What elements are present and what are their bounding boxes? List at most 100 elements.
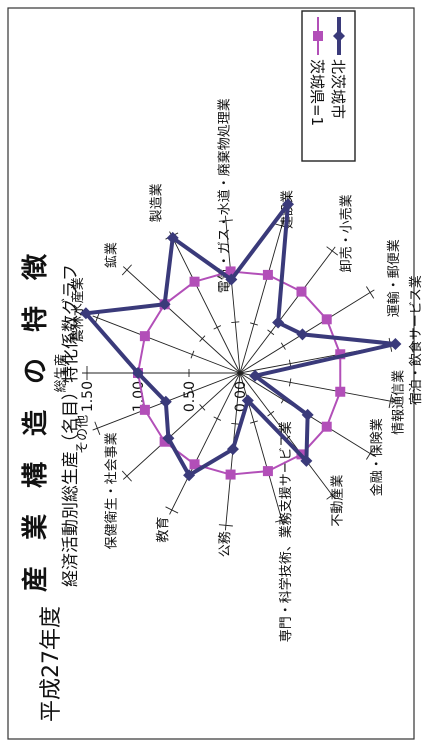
axis-line	[239, 372, 396, 403]
axis-tick	[190, 387, 195, 396]
series-2-point	[335, 349, 346, 360]
series-2-point	[335, 386, 346, 397]
axis-tick	[231, 321, 240, 324]
category-label: 専門・科学技術、業務支援サービス業	[278, 421, 294, 642]
axis-tick	[288, 378, 292, 387]
axis-line	[239, 289, 375, 374]
axis-line	[239, 372, 336, 500]
axis-tick	[366, 447, 375, 460]
axis-line	[224, 215, 241, 374]
category-label: 公務	[218, 531, 233, 557]
radar-category-labels: 総生産農林水産業鉱業製造業電気・ガス・水道・廃棄物処理業建設業卸売・小売業運輸・…	[53, 98, 422, 642]
series-2-point	[159, 436, 170, 447]
axis-tick	[121, 264, 132, 276]
axis-tick	[267, 329, 275, 336]
series-1-point	[166, 231, 179, 244]
category-label: 情報通信業	[390, 370, 406, 435]
axis-tick-label: 0.50	[182, 381, 198, 412]
chart-subtitle: 経済活動別総生産（名目）特化係数グラフ	[61, 264, 81, 587]
series-1-point	[132, 367, 144, 379]
series-1-point	[389, 337, 402, 350]
series-2-point	[262, 269, 273, 280]
axis-tick	[218, 524, 233, 527]
category-label: 農林水産業	[70, 277, 86, 342]
legend-marker-series-2-point	[313, 31, 323, 41]
axis-line	[169, 231, 241, 374]
legend-marker-series-1-point	[333, 30, 345, 42]
axis-tick	[213, 416, 222, 421]
axis-tick	[190, 350, 195, 359]
series-1-point	[249, 369, 262, 382]
outer-frame	[7, 7, 415, 740]
category-label: 鉱業	[104, 242, 120, 268]
category-label: 宿泊・飲食サービス業	[408, 275, 422, 405]
series-line-1	[83, 202, 398, 478]
radar-series	[79, 198, 402, 482]
series-2-point	[139, 404, 150, 415]
axis-line	[169, 372, 241, 515]
series-2-point	[189, 459, 200, 470]
series-1-point	[158, 298, 171, 311]
axis-tick	[213, 325, 222, 330]
axis-line	[122, 372, 241, 480]
axis-tick	[280, 342, 286, 350]
series-1-point	[241, 394, 254, 407]
series-1-point	[183, 469, 196, 482]
axis-tick-label: 1.50	[80, 381, 96, 412]
series-2-point	[139, 331, 150, 342]
legend: 北茨城市 茨城県=1	[301, 10, 356, 162]
axis-tick	[199, 335, 206, 342]
series-2-point	[262, 466, 273, 477]
series-1-point	[226, 443, 239, 456]
series-1-point	[272, 316, 285, 329]
category-label: 総生産	[53, 353, 69, 392]
axis-tick	[94, 421, 101, 435]
era-label: 平成27年度	[39, 606, 64, 722]
category-label: 金融・保険業	[369, 418, 385, 496]
series-1-point	[301, 408, 314, 421]
series-2-point	[321, 314, 332, 325]
legend-label-series-1: 北茨城市	[329, 59, 347, 119]
axis-tick	[326, 490, 339, 500]
axis-tick	[326, 246, 339, 256]
axis-tick	[165, 506, 179, 514]
axis-tick	[249, 420, 258, 424]
axis-line	[122, 266, 241, 374]
category-label: 教育	[155, 517, 171, 543]
legend-label-series-2: 茨城県=1	[308, 59, 326, 126]
chart-title: 産 業 構 造 の 特 徴	[20, 253, 51, 592]
axis-tick	[199, 404, 206, 411]
axis-line	[239, 246, 336, 374]
category-label: 電気・ガス・水道・廃棄物処理業	[217, 98, 233, 293]
category-label: 保健衛生・社会事業	[104, 432, 120, 549]
axis-tick	[366, 286, 375, 299]
series-2-point	[225, 469, 236, 480]
series-1-point	[296, 328, 309, 341]
series-2-point	[296, 286, 307, 297]
axis-tick	[388, 394, 393, 409]
axis-tick	[249, 322, 258, 326]
axis-tick	[267, 410, 275, 417]
series-2-point	[321, 421, 332, 432]
series-2-point	[189, 276, 200, 287]
series-1-point	[282, 198, 295, 211]
axis-tick	[231, 422, 240, 425]
category-label: 不動産業	[329, 475, 345, 527]
series-1-point	[300, 454, 313, 467]
series-1-point	[79, 307, 92, 320]
series-1-point	[225, 273, 238, 286]
axis-line	[239, 220, 284, 374]
series-2-point	[225, 266, 236, 277]
category-label: 運輸・郵便業	[386, 239, 402, 317]
radar-axes	[82, 215, 396, 531]
axis-tick	[218, 219, 233, 222]
axis-tick	[275, 517, 289, 523]
series-1-point	[159, 395, 172, 408]
legend-box	[301, 10, 356, 162]
axis-tick	[121, 470, 132, 482]
category-label: 卸売・小売業	[338, 194, 354, 272]
category-label: 製造業	[148, 183, 164, 222]
category-label: その他	[75, 415, 90, 454]
axis-line	[92, 315, 241, 374]
